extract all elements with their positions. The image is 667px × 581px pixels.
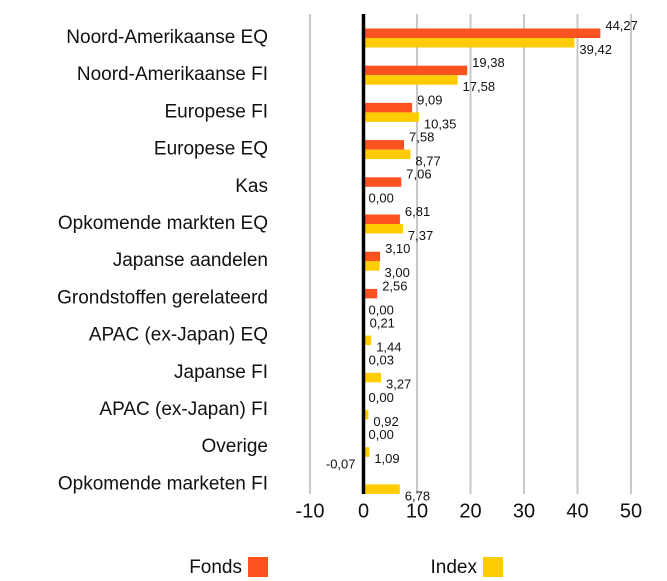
value-label: 0,21 (370, 316, 395, 331)
value-label: 1,44 (376, 340, 401, 355)
bar (363, 214, 400, 224)
bar (363, 447, 370, 457)
x-tick-label: 10 (406, 500, 428, 522)
value-label: 8,77 (415, 154, 440, 169)
legend-swatch (483, 557, 503, 577)
value-label: 44,27 (605, 18, 638, 33)
x-tick-label: 50 (620, 500, 642, 522)
bar (363, 251, 381, 262)
category-label: Opkomende markten EQ (58, 213, 268, 234)
bar (363, 28, 601, 38)
bar (363, 335, 372, 346)
bar (363, 177, 402, 187)
bar (363, 149, 411, 160)
legend-swatch (248, 557, 268, 577)
bar (363, 65, 468, 76)
category-label: Europese EQ (154, 139, 268, 160)
bar (363, 288, 378, 299)
bar (363, 484, 400, 494)
bar (363, 224, 403, 234)
x-tick-label: 0 (358, 500, 369, 522)
bar (363, 112, 419, 122)
value-label: 0,00 (369, 191, 394, 206)
x-tick-label: 40 (566, 500, 588, 522)
value-label: 9,09 (417, 92, 442, 107)
value-label: 0,03 (369, 353, 394, 368)
value-label: 7,58 (409, 130, 434, 145)
value-label: 7,37 (408, 228, 433, 243)
value-label: 2,56 (382, 278, 407, 293)
value-label: 1,09 (374, 451, 399, 466)
category-label: APAC (ex-Japan) FI (99, 399, 268, 420)
category-label: Europese FI (165, 101, 269, 122)
category-label: Japanse aandelen (113, 250, 268, 271)
value-label: 6,81 (405, 204, 430, 219)
value-label: 7,06 (406, 167, 431, 182)
bar (363, 38, 575, 48)
value-label: 3,27 (386, 377, 411, 392)
x-tick-label: -10 (296, 500, 325, 522)
category-label: Noord-Amerikaanse FI (77, 64, 268, 85)
bar (363, 102, 413, 113)
value-label: 0,92 (373, 414, 398, 429)
legend-label: Fonds (189, 557, 242, 578)
category-label: Grondstoffen gerelateerd (57, 287, 268, 308)
value-label: 6,78 (405, 488, 430, 503)
value-label: -0,07 (326, 456, 356, 471)
bar (363, 410, 369, 420)
value-label: 3,00 (385, 265, 410, 280)
bar (363, 140, 405, 150)
value-label: 39,42 (579, 42, 612, 57)
bar (363, 372, 381, 383)
value-label: 17,58 (463, 79, 496, 94)
bar (363, 75, 458, 85)
x-tick-label: 30 (513, 500, 535, 522)
category-label: Kas (235, 176, 268, 197)
value-label: 0,00 (369, 302, 394, 317)
value-label: 19,38 (472, 55, 505, 70)
category-label: Opkomende marketen FI (58, 473, 268, 494)
value-label: 0,00 (369, 427, 394, 442)
bar (363, 261, 380, 271)
category-label: APAC (ex-Japan) EQ (89, 325, 268, 346)
category-label: Japanse FI (174, 362, 268, 383)
category-label: Overige (201, 436, 268, 457)
x-tick-label: 20 (459, 500, 481, 522)
legend-label: Index (431, 557, 478, 578)
category-label: Noord-Amerikaanse EQ (66, 27, 268, 48)
value-label: 0,00 (369, 390, 394, 405)
value-label: 10,35 (424, 116, 457, 131)
value-label: 3,10 (385, 241, 410, 256)
